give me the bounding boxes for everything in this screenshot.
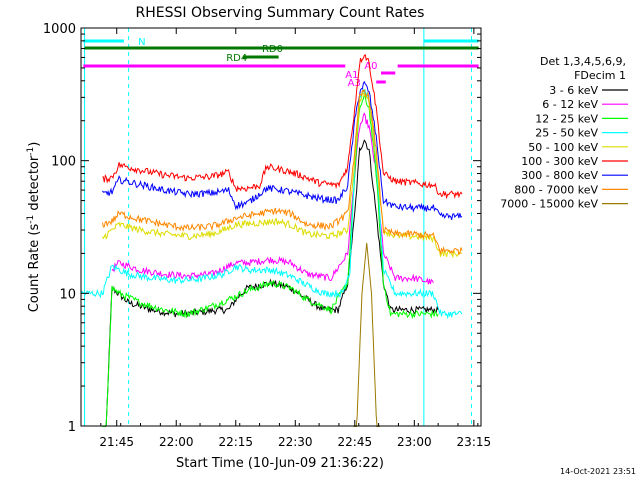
legend-label-4: 50 - 100 keV [528,141,598,154]
x-tick-label-1: 22:00 [159,435,194,449]
series-line-2 [102,94,439,427]
y-axis-label: Count Rate (s-1 detector-1) [26,142,42,313]
series-line-7 [101,88,463,255]
chart-title: RHESSI Observing Summary Count Rates [136,5,425,21]
legend-header-1: FDecim 1 [574,69,626,82]
series-group [80,53,463,427]
legend-label-5: 100 - 300 keV [521,155,598,168]
y-axis-label-close: ) [27,142,42,147]
state-label-n: N [138,37,145,48]
legend-label-2: 12 - 25 keV [535,112,598,125]
legend-label-6: 300 - 800 keV [521,169,598,182]
att-label-a3: A3 [348,78,361,89]
footer-date: 14-Oct-2021 23:51 [560,467,636,476]
y-axis-label-sup-2: -1 [26,147,36,156]
att-label-a1: A1 [345,70,358,81]
y-tick-label-0: 1 [68,420,76,435]
plot-frame [80,27,482,427]
x-tick-label-5: 23:00 [397,435,432,449]
x-tick-label-3: 22:30 [278,435,313,449]
legend-label-0: 3 - 6 keV [549,84,598,97]
axes: 21:45 22:00 22:15 22:30 22:45 23:00 23:15 1 10 10… [43,22,491,449]
legend-label-1: 6 - 12 keV [542,98,598,111]
y-tick-label-1: 10 [59,287,76,302]
series-line-6 [101,80,463,220]
y-axis-label-main: Count Rate (s [27,224,42,313]
legend-header-0: Det 1,3,4,5,6,9, [540,55,626,68]
state-label-rd4: RD4 [226,53,247,64]
series-line-3 [80,88,463,320]
x-tick-label-6: 23:15 [457,435,492,449]
series-line-5 [102,53,463,200]
state-label-rd0: RD0 [262,44,283,55]
legend-label-8: 7000 - 15000 keV [500,198,598,211]
legend-label-7: 800 - 7000 keV [514,183,598,196]
series-line-8 [353,242,380,427]
y-axis-label-sup-1: -1 [26,215,36,224]
x-tick-label-2: 22:15 [218,435,253,449]
y-tick-label-2: 100 [51,155,76,170]
y-axis-label-tail: detector [27,155,42,215]
legend-label-3: 25 - 50 keV [535,127,598,140]
att-label-a0: A0 [364,61,377,72]
x-tick-label-4: 22:45 [338,435,373,449]
x-axis-label: Start Time (10-Jun-09 21:36:22) [176,456,384,471]
y-tick-label-3: 1000 [43,22,76,37]
x-tick-label-0: 21:45 [99,435,134,449]
